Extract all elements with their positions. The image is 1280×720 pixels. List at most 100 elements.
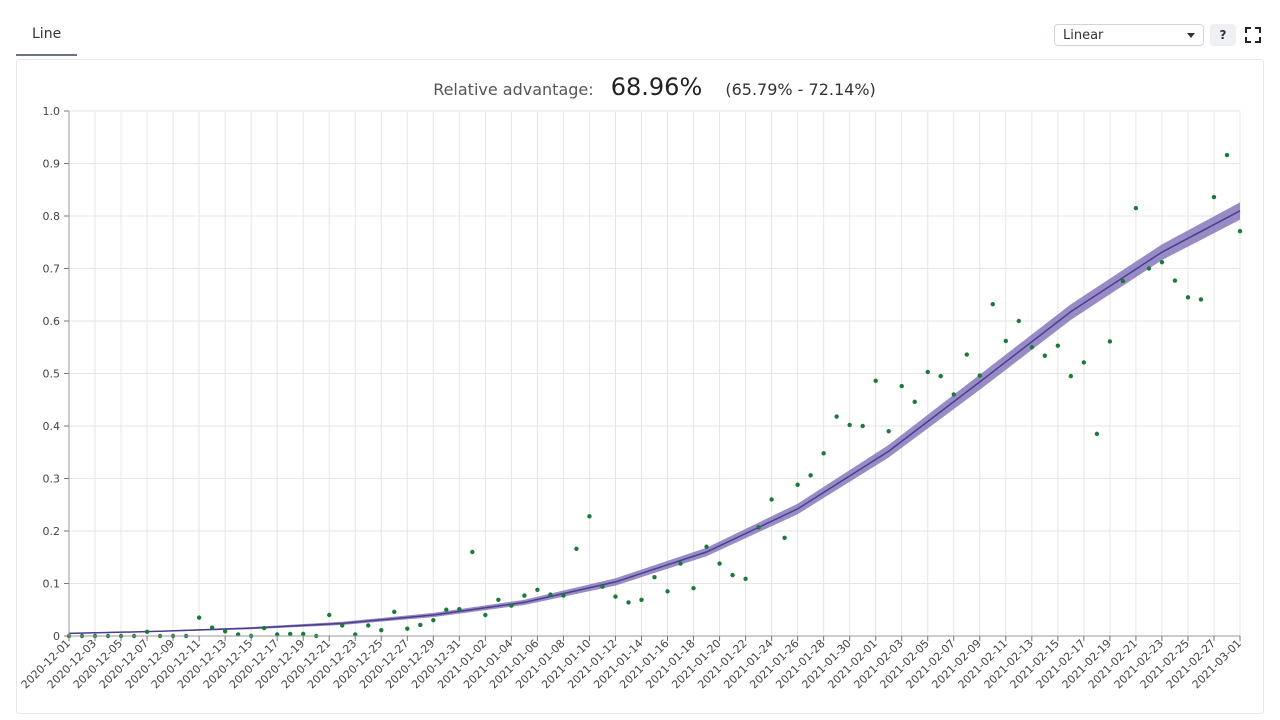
data-point xyxy=(899,383,904,389)
chart-controls: Linear ? xyxy=(1054,24,1264,46)
y-tick-label: 0.6 xyxy=(43,315,61,328)
chart-panel: Relative advantage: 68.96% (65.79% - 72.… xyxy=(16,59,1264,714)
title-ci: (65.79% - 72.14%) xyxy=(725,80,875,99)
data-point xyxy=(1120,278,1126,284)
y-tick-label: 0.4 xyxy=(43,420,61,433)
data-point xyxy=(1094,431,1100,437)
data-point xyxy=(1211,194,1217,200)
data-point xyxy=(1016,318,1022,324)
title-prefix: Relative advantage: xyxy=(433,80,593,99)
data-point xyxy=(457,607,462,612)
data-point xyxy=(1224,152,1230,158)
data-point xyxy=(366,623,371,628)
title-value: 68.96% xyxy=(611,73,703,101)
data-point xyxy=(977,373,982,378)
data-point xyxy=(1068,373,1074,379)
data-point xyxy=(287,631,293,637)
data-point xyxy=(1146,266,1152,271)
data-point xyxy=(938,373,943,379)
data-point xyxy=(261,625,267,631)
data-point xyxy=(222,629,228,634)
data-point xyxy=(548,592,553,597)
data-point xyxy=(847,422,852,428)
data-point xyxy=(990,302,995,307)
data-point xyxy=(873,378,878,384)
data-point xyxy=(1185,295,1191,300)
data-point xyxy=(964,352,969,357)
data-point xyxy=(769,497,774,502)
data-point xyxy=(1198,297,1204,302)
data-point xyxy=(1029,345,1035,350)
y-axis: 0 0.1 0.2 0.3 0.4 0.5 0.6 0.7 0.8 0.9 1.0 xyxy=(43,105,70,643)
data-point xyxy=(1159,260,1165,265)
data-points xyxy=(66,152,1243,639)
y-tick-label: 0.7 xyxy=(43,263,61,276)
y-tick-label: 0.9 xyxy=(43,158,61,171)
data-point xyxy=(483,612,488,618)
data-point xyxy=(782,535,787,541)
y-tick-label: 0.1 xyxy=(43,578,61,591)
x-axis: 2020-12-012020-12-032020-12-052020-12-07… xyxy=(19,635,1244,691)
data-point xyxy=(704,544,709,549)
help-button[interactable]: ? xyxy=(1210,24,1236,46)
chevron-down-icon xyxy=(1187,32,1195,38)
data-point xyxy=(535,587,540,592)
data-point xyxy=(405,626,410,631)
data-point xyxy=(743,576,748,581)
data-point xyxy=(1133,205,1139,211)
y-tick-label: 0.5 xyxy=(43,368,61,381)
data-point xyxy=(418,622,423,628)
y-tick-label: 1.0 xyxy=(43,105,61,118)
data-point xyxy=(730,572,735,578)
data-point xyxy=(665,589,670,594)
data-point xyxy=(196,615,202,620)
scale-select[interactable]: Linear xyxy=(1054,24,1204,46)
data-point xyxy=(925,369,930,375)
tab-bar: Line xyxy=(16,18,78,56)
data-point xyxy=(912,399,917,405)
chart-svg: Relative advantage: 68.96% (65.79% - 72.… xyxy=(19,73,1244,691)
data-point xyxy=(144,629,150,634)
data-point xyxy=(301,631,306,637)
data-point xyxy=(613,594,618,599)
data-point xyxy=(561,593,566,598)
data-point xyxy=(1042,353,1048,358)
data-point xyxy=(340,623,345,628)
data-point xyxy=(626,600,631,605)
data-point xyxy=(1055,343,1061,348)
data-point xyxy=(756,525,761,530)
y-tick-label: 0.8 xyxy=(43,210,61,223)
data-point xyxy=(652,575,657,580)
fullscreen-button[interactable] xyxy=(1242,24,1264,46)
data-point xyxy=(444,607,449,612)
data-point xyxy=(834,414,839,419)
chart-title: Relative advantage: 68.96% (65.79% - 72.… xyxy=(433,73,876,101)
data-point xyxy=(209,625,215,630)
data-point xyxy=(678,561,683,566)
data-point xyxy=(1003,338,1008,344)
data-point xyxy=(886,429,891,434)
data-point xyxy=(795,482,800,487)
data-point xyxy=(574,546,579,552)
fit-line xyxy=(68,210,1241,635)
grid xyxy=(68,110,1241,637)
y-tick-label: 0.3 xyxy=(43,473,61,486)
fit-line-path xyxy=(68,210,1241,635)
data-point xyxy=(470,549,475,555)
data-point xyxy=(600,584,605,589)
y-tick-label: 0.2 xyxy=(43,525,61,538)
data-point xyxy=(860,423,865,429)
y-tick-label: 0 xyxy=(53,630,60,643)
data-point xyxy=(587,514,592,519)
data-point xyxy=(1237,229,1243,234)
data-point xyxy=(496,597,501,602)
fullscreen-icon xyxy=(1245,27,1261,43)
data-point xyxy=(1081,360,1087,365)
data-point xyxy=(379,628,384,633)
data-point xyxy=(808,473,813,478)
data-point xyxy=(1172,278,1178,283)
data-point xyxy=(522,593,527,598)
tab-line[interactable]: Line xyxy=(16,18,78,56)
data-point xyxy=(639,597,644,602)
data-point xyxy=(1107,339,1113,344)
